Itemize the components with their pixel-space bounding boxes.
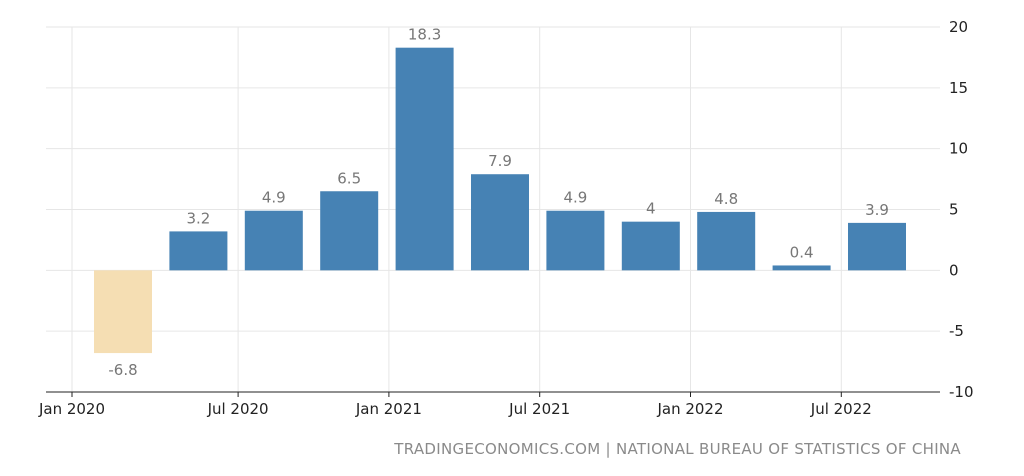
data-labels: -6.8 3.2 4.9 6.5 18.3 7.9 4.9 4 4.8 0.4 3.9 <box>108 26 889 379</box>
x-tick-label: Jul 2020 <box>207 400 269 418</box>
y-tick-label: 5 <box>949 201 959 219</box>
data-label: 4.8 <box>714 190 738 208</box>
y-tick-label: 0 <box>949 261 959 279</box>
data-label: -6.8 <box>108 361 137 379</box>
data-label: 18.3 <box>408 26 441 44</box>
data-label: 4 <box>646 200 656 218</box>
source-attribution: TRADINGECONOMICS.COM | NATIONAL BUREAU O… <box>394 440 961 458</box>
data-label: 0.4 <box>790 243 814 261</box>
data-label: 4.9 <box>262 189 286 207</box>
y-axis: 20 15 10 5 0 -5 -10 <box>949 18 974 401</box>
bar <box>697 211 756 271</box>
y-tick-label: 15 <box>949 79 968 97</box>
gridlines <box>46 26 940 392</box>
x-tick-label: Jan 2022 <box>656 400 723 418</box>
bar <box>169 231 228 271</box>
y-tick-label: 10 <box>949 140 968 158</box>
bar <box>471 174 529 271</box>
bar <box>848 222 906 271</box>
x-tick-label: Jul 2021 <box>508 400 570 418</box>
y-tick-label: 20 <box>949 18 968 36</box>
bar <box>621 221 680 271</box>
x-axis: Jan 2020 Jul 2020 Jan 2021 Jul 2021 Jan 2022… <box>38 391 940 418</box>
y-tick-label: -5 <box>949 322 964 340</box>
bar <box>94 270 152 354</box>
x-tick-label: Jan 2020 <box>38 400 105 418</box>
y-tick-label: -10 <box>949 383 974 401</box>
bars <box>94 47 906 354</box>
data-label: 7.9 <box>488 152 512 170</box>
bar <box>546 210 605 271</box>
bar <box>772 265 831 271</box>
bar <box>395 47 454 271</box>
x-tick-label: Jul 2022 <box>810 400 872 418</box>
x-tick-label: Jan 2021 <box>355 400 422 418</box>
data-label: 4.9 <box>563 189 587 207</box>
bar <box>320 191 379 271</box>
bar <box>244 210 303 271</box>
data-label: 6.5 <box>337 169 361 187</box>
data-label: 3.9 <box>865 201 889 219</box>
data-label: 3.2 <box>186 209 210 227</box>
